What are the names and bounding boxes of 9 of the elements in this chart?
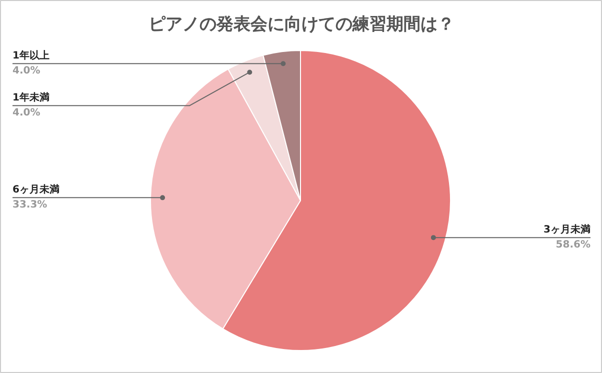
data-label: 4.0% [12, 108, 40, 119]
chart-title: ピアノの発表会に向けての練習期間は？ [148, 14, 454, 34]
slice-label: 3ヶ月未満 [544, 224, 591, 236]
data-label: 58.6% [556, 240, 591, 251]
data-label: 33.3% [12, 200, 48, 211]
data-label: 4.0% [12, 66, 40, 77]
slice-label: 1年未満 [12, 92, 50, 104]
slice-label: 1年以上 [12, 50, 50, 62]
slice-label: 6ヶ月未満 [12, 184, 60, 196]
